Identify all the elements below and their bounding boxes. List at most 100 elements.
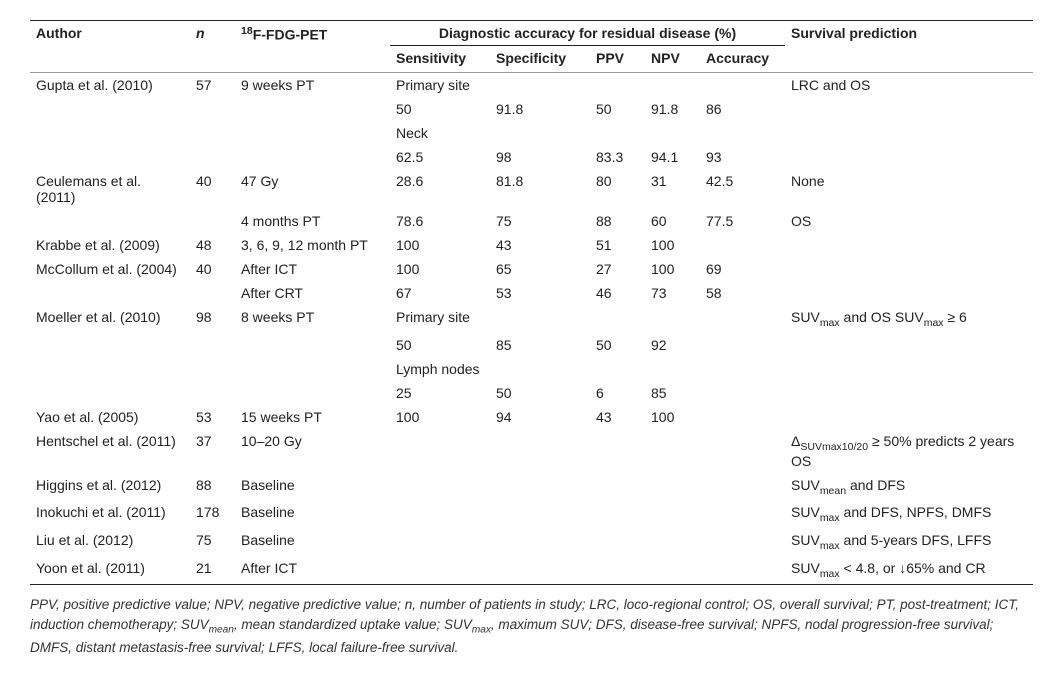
cell-sens: 100 [390, 233, 490, 257]
cell-spec: 98 [490, 145, 590, 169]
cell-spec: 85 [490, 333, 590, 357]
cell-n: 21 [190, 556, 235, 584]
cell-spec: 75 [490, 209, 590, 233]
cell-ppv: 43 [590, 405, 645, 429]
cell-pet [235, 121, 390, 145]
cell-npv: 100 [645, 233, 700, 257]
col-survival: Survival prediction [785, 21, 1033, 73]
col-specificity: Specificity [490, 46, 590, 73]
cell-ppv: 50 [590, 97, 645, 121]
cell-ppv [590, 500, 645, 528]
cell-pet: After CRT [235, 281, 390, 305]
cell-spec [490, 357, 590, 381]
cell-acc: 77.5 [700, 209, 785, 233]
cell-ppv [590, 429, 645, 473]
table-row: Yao et al. (2005)5315 weeks PT1009443100 [30, 405, 1033, 429]
cell-author: Gupta et al. (2010) [30, 73, 190, 98]
table-row: 50855092 [30, 333, 1033, 357]
cell-acc [700, 121, 785, 145]
col-n: n [190, 21, 235, 73]
cell-spec [490, 528, 590, 556]
table-row: Gupta et al. (2010)579 weeks PTPrimary s… [30, 73, 1033, 98]
cell-npv: 91.8 [645, 97, 700, 121]
cell-acc [700, 233, 785, 257]
cell-n: 98 [190, 305, 235, 333]
cell-n [190, 209, 235, 233]
cell-spec [490, 500, 590, 528]
cell-author [30, 97, 190, 121]
cell-pet [235, 357, 390, 381]
table-row: Inokuchi et al. (2011)178BaselineSUVmax … [30, 500, 1033, 528]
cell-npv [645, 528, 700, 556]
col-author: Author [30, 21, 190, 73]
cell-surv: SUVmax and 5-years DFS, LFFS [785, 528, 1033, 556]
cell-sens [390, 556, 490, 584]
cell-author: Krabbe et al. (2009) [30, 233, 190, 257]
cell-sens [390, 528, 490, 556]
cell-npv: 60 [645, 209, 700, 233]
cell-sens [390, 473, 490, 501]
cell-author [30, 209, 190, 233]
cell-acc [700, 528, 785, 556]
cell-author: Hentschel et al. (2011) [30, 429, 190, 473]
cell-spec: 53 [490, 281, 590, 305]
cell-npv: 73 [645, 281, 700, 305]
cell-sens: 67 [390, 281, 490, 305]
cell-author [30, 145, 190, 169]
cell-author: Inokuchi et al. (2011) [30, 500, 190, 528]
table-row: Liu et al. (2012)75BaselineSUVmax and 5-… [30, 528, 1033, 556]
cell-surv: SUVmean and DFS [785, 473, 1033, 501]
cell-author [30, 121, 190, 145]
cell-pet: After ICT [235, 556, 390, 584]
cell-sens [390, 429, 490, 473]
cell-npv: 92 [645, 333, 700, 357]
cell-surv [785, 97, 1033, 121]
cell-ppv: 50 [590, 333, 645, 357]
table-row: Lymph nodes [30, 357, 1033, 381]
cell-sens: 50 [390, 97, 490, 121]
cell-sens: 28.6 [390, 169, 490, 209]
cell-n [190, 357, 235, 381]
cell-pet: 15 weeks PT [235, 405, 390, 429]
cell-author [30, 281, 190, 305]
cell-author: Liu et al. (2012) [30, 528, 190, 556]
cell-spec: 43 [490, 233, 590, 257]
cell-n: 40 [190, 169, 235, 209]
cell-pet: 10–20 Gy [235, 429, 390, 473]
table-row: Yoon et al. (2011)21After ICTSUVmax < 4.… [30, 556, 1033, 584]
cell-n: 53 [190, 405, 235, 429]
cell-npv [645, 357, 700, 381]
cell-sens: 78.6 [390, 209, 490, 233]
cell-author: Ceulemans et al. (2011) [30, 169, 190, 209]
cell-acc [700, 429, 785, 473]
cell-n: 48 [190, 233, 235, 257]
cell-sens: 50 [390, 333, 490, 357]
cell-sens: 25 [390, 381, 490, 405]
cell-n [190, 381, 235, 405]
cell-sens [390, 500, 490, 528]
col-accuracy: Accuracy [700, 46, 785, 73]
col-group-diagnostic: Diagnostic accuracy for residual disease… [390, 21, 785, 46]
cell-sens: Primary site [390, 305, 490, 333]
table-row: Krabbe et al. (2009)483, 6, 9, 12 month … [30, 233, 1033, 257]
cell-sens: 100 [390, 405, 490, 429]
cell-n: 178 [190, 500, 235, 528]
table-row: 4 months PT78.675886077.5OS [30, 209, 1033, 233]
cell-spec: 94 [490, 405, 590, 429]
cell-ppv: 88 [590, 209, 645, 233]
cell-surv [785, 233, 1033, 257]
cell-surv: OS [785, 209, 1033, 233]
table-row: 2550685 [30, 381, 1033, 405]
cell-npv [645, 429, 700, 473]
cell-ppv [590, 305, 645, 333]
cell-surv [785, 357, 1033, 381]
cell-ppv: 83.3 [590, 145, 645, 169]
table-body: Gupta et al. (2010)579 weeks PTPrimary s… [30, 73, 1033, 585]
cell-sens: 62.5 [390, 145, 490, 169]
cell-n: 40 [190, 257, 235, 281]
cell-n [190, 121, 235, 145]
table-row: Moeller et al. (2010)988 weeks PTPrimary… [30, 305, 1033, 333]
cell-acc: 86 [700, 97, 785, 121]
cell-pet [235, 97, 390, 121]
table-row: After CRT6753467358 [30, 281, 1033, 305]
